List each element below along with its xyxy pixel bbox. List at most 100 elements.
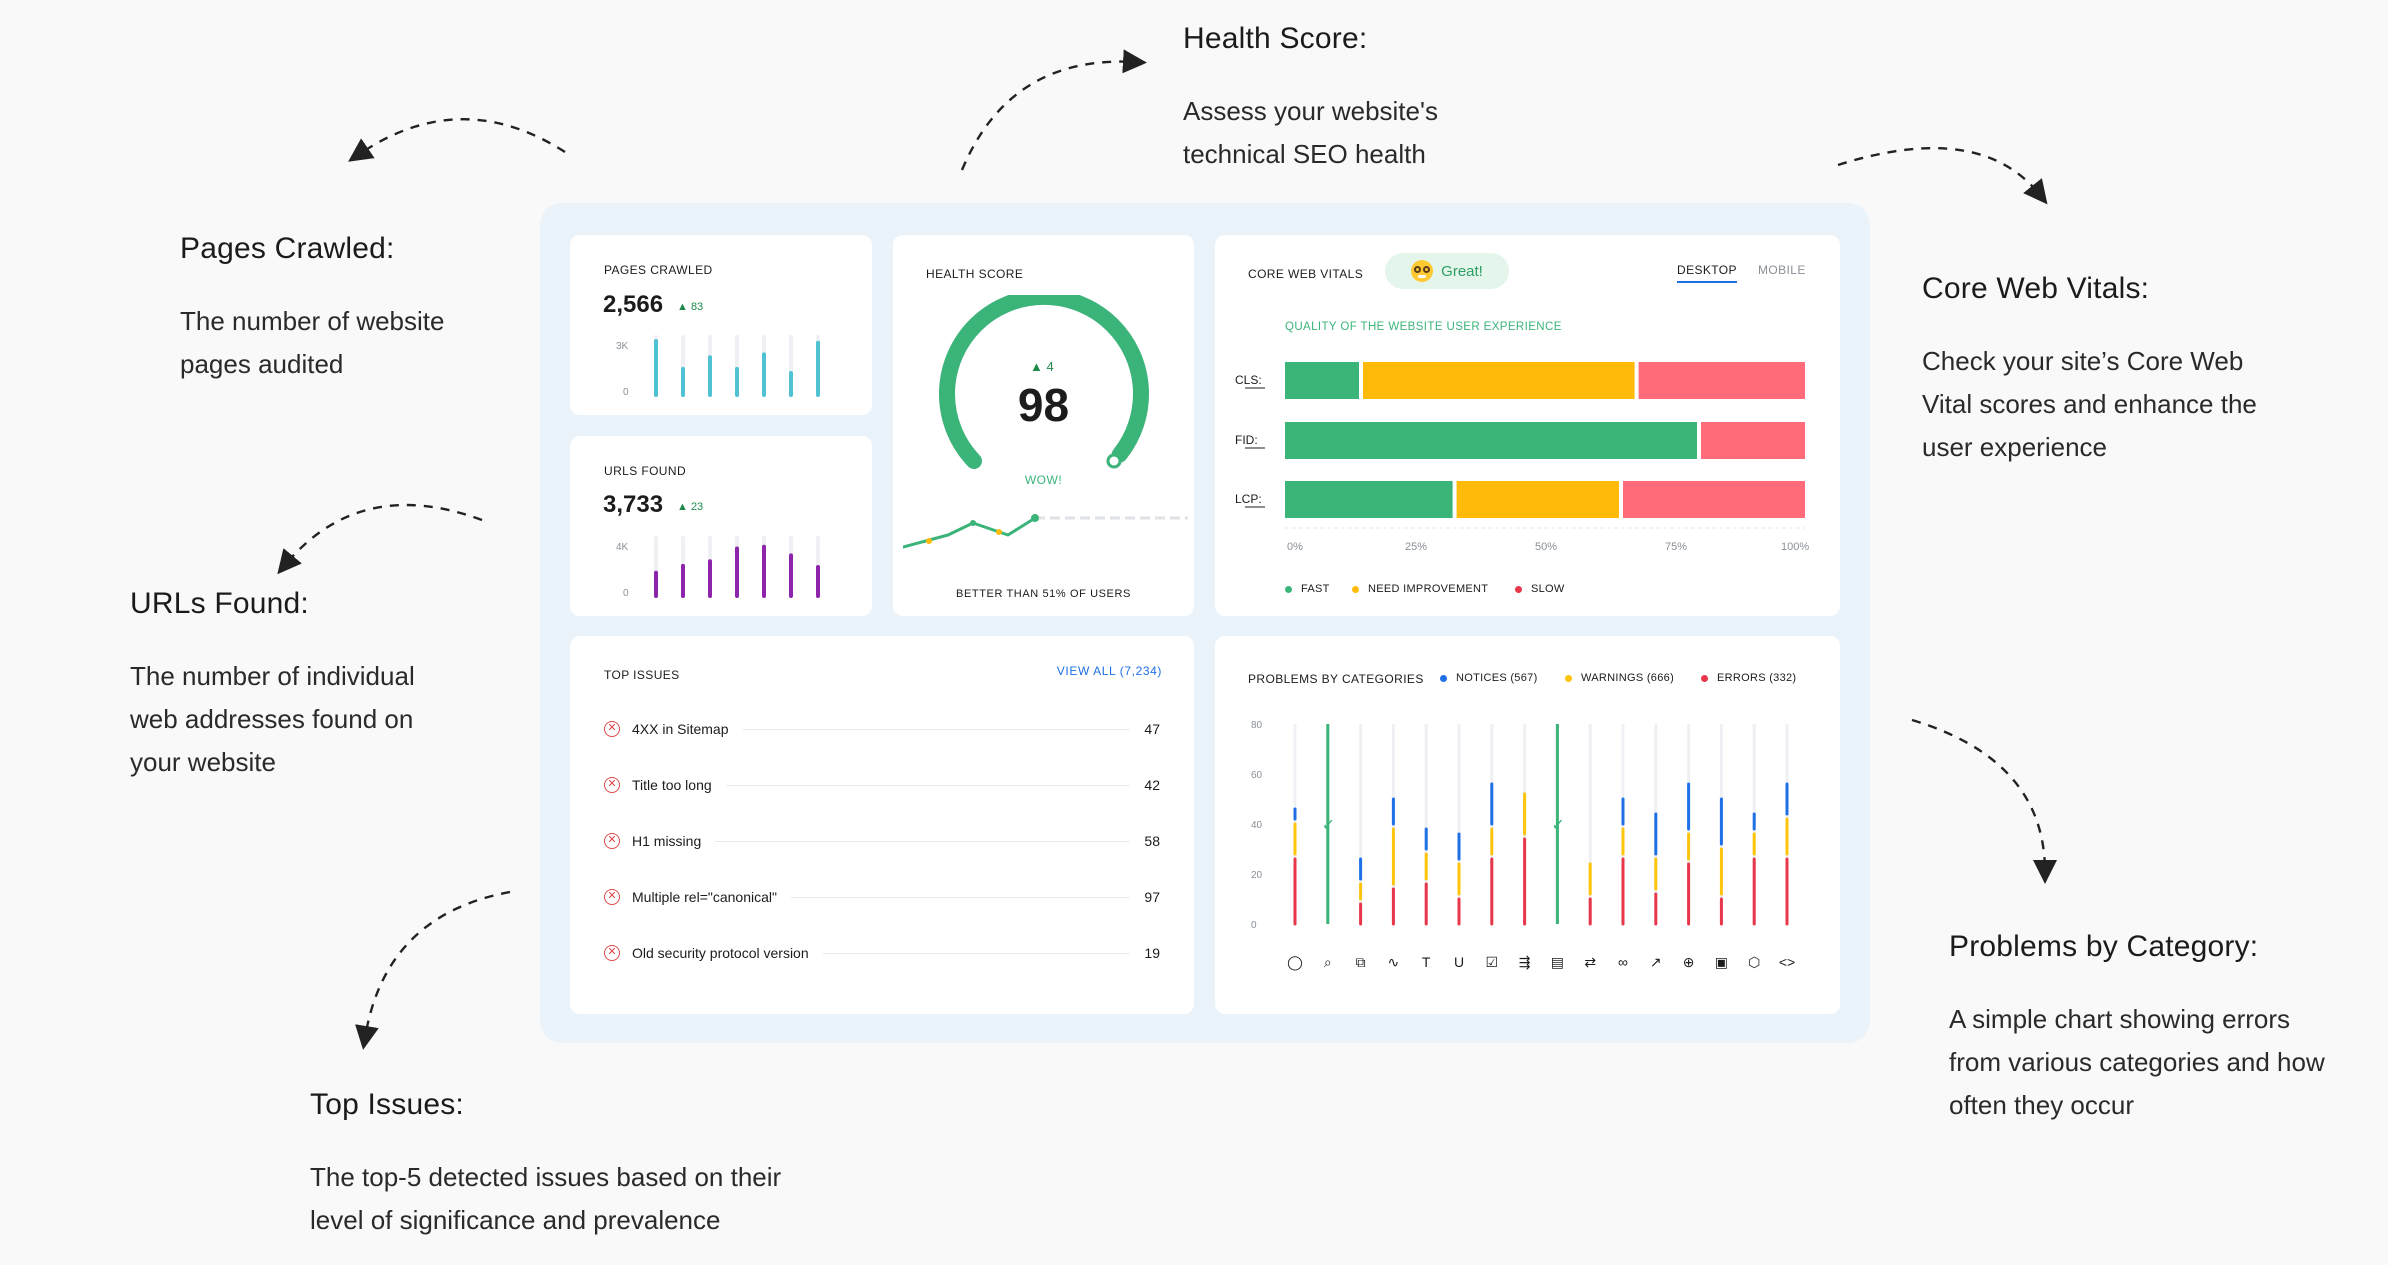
issue-row[interactable]: ✕ Title too long 42 bbox=[604, 774, 1160, 796]
cwv-bar-segment bbox=[1701, 422, 1805, 459]
cwv-bar-segment bbox=[1623, 481, 1805, 518]
legend-label: SLOW bbox=[1531, 583, 1565, 595]
problems-card[interactable]: PROBLEMS BY CATEGORIES NOTICES (567) WAR… bbox=[1215, 636, 1840, 1014]
legend-errors: ERRORS (332) bbox=[1701, 672, 1796, 684]
category-performance-icon[interactable]: ∿ bbox=[1387, 954, 1400, 970]
view-all-link[interactable]: VIEW ALL (7,234) bbox=[1056, 664, 1162, 678]
legend-dot bbox=[1440, 674, 1447, 682]
legend-dot bbox=[1285, 585, 1292, 593]
cwv-bar-segment bbox=[1285, 422, 1697, 459]
x-tick-label: 0% bbox=[1287, 541, 1303, 553]
problems-chart: 80 60 40 20 0 ✓ ✓ bbox=[1251, 720, 1789, 931]
error-circle-icon: ✕ bbox=[604, 945, 620, 961]
annotation-title: Health Score: bbox=[1183, 22, 1368, 55]
error-circle-icon: ✕ bbox=[604, 721, 620, 737]
legend-dot bbox=[1352, 585, 1359, 593]
tab-desktop[interactable]: DESKTOP bbox=[1677, 263, 1737, 283]
category-duplicate-icon[interactable]: ⧉ bbox=[1355, 954, 1366, 970]
axis-top-label: 3K bbox=[616, 341, 629, 352]
legend-fast: FAST bbox=[1285, 583, 1330, 595]
great-badge-label: Great! bbox=[1441, 262, 1483, 280]
legend-dot bbox=[1565, 674, 1572, 682]
health-score-verdict: WOW! bbox=[1024, 473, 1063, 487]
category-image-icon[interactable]: ▣ bbox=[1714, 954, 1728, 970]
category-globe-icon[interactable]: ⊕ bbox=[1682, 954, 1695, 970]
issue-name: Multiple rel="canonical" bbox=[632, 889, 777, 905]
category-code-icon[interactable]: <> bbox=[1778, 954, 1796, 970]
great-badge: Great! bbox=[1385, 253, 1509, 289]
tab-mobile[interactable]: MOBILE bbox=[1758, 263, 1806, 277]
error-circle-icon: ✕ bbox=[604, 833, 620, 849]
row-label: LCP: bbox=[1235, 492, 1262, 506]
annotation-title: Core Web Vitals: bbox=[1922, 272, 2150, 305]
legend-label: NOTICES (567) bbox=[1456, 672, 1538, 684]
pages-crawled-card[interactable]: PAGES CRAWLED 2,566 ▲ 83 3K 0 bbox=[570, 235, 872, 415]
issue-count: 42 bbox=[1144, 777, 1160, 793]
category-redirect-icon[interactable]: ⇄ bbox=[1584, 954, 1597, 970]
axis-bottom-label: 0 bbox=[623, 387, 629, 398]
annotation-core-web-vitals: Core Web Vitals: Check your site’s Core … bbox=[1922, 272, 2322, 469]
legend-dot bbox=[1701, 674, 1708, 682]
card-label: PROBLEMS BY CATEGORIES bbox=[1248, 672, 1424, 686]
y-tick-label: 20 bbox=[1251, 870, 1263, 881]
issue-row[interactable]: ✕ Old security protocol version 19 bbox=[604, 942, 1160, 964]
health-trend-line bbox=[903, 514, 1188, 549]
category-underline-icon[interactable]: U bbox=[1453, 954, 1465, 970]
category-document-icon[interactable]: ▤ bbox=[1550, 954, 1564, 970]
category-search-icon[interactable]: ⌕ bbox=[1323, 954, 1332, 970]
cwv-bar-segment bbox=[1363, 362, 1635, 399]
core-web-vitals-card[interactable]: CORE WEB VITALS Great! DESKTOP MOBILE QU… bbox=[1215, 235, 1840, 616]
issue-row[interactable]: ✕ Multiple rel="canonical" 97 bbox=[604, 886, 1160, 908]
card-label: CORE WEB VITALS bbox=[1248, 267, 1364, 281]
x-tick-label: 50% bbox=[1535, 541, 1557, 553]
top-issues-card[interactable]: TOP ISSUES VIEW ALL (7,234) ✕ 4XX in Site… bbox=[570, 636, 1194, 1014]
issue-row[interactable]: ✕ H1 missing 58 bbox=[604, 830, 1160, 852]
annotation-desc: A simple chart showing errors from vario… bbox=[1949, 1004, 2325, 1120]
issue-count: 97 bbox=[1144, 889, 1160, 905]
gauge-knob bbox=[1106, 453, 1122, 469]
category-checklist-icon[interactable]: ☑ bbox=[1485, 954, 1499, 970]
legend-notices: NOTICES (567) bbox=[1440, 672, 1538, 684]
cwv-bar-segment bbox=[1285, 481, 1453, 518]
check-icon: ✓ bbox=[1322, 817, 1335, 834]
health-score-card[interactable]: HEALTH SCORE ▲ 4 98 WOW! BETTER THAN 51%… bbox=[893, 235, 1194, 616]
card-label: PAGES CRAWLED bbox=[604, 263, 713, 277]
row-label: CLS: bbox=[1235, 373, 1262, 387]
annotation-desc: Assess your website's technical SEO heal… bbox=[1183, 96, 1438, 169]
legend-label: ERRORS (332) bbox=[1717, 672, 1797, 684]
cwv-subtitle: QUALITY OF THE WEBSITE USER EXPERIENCE bbox=[1285, 321, 1562, 333]
cwv-bar-segment bbox=[1638, 362, 1805, 399]
urls-found-card[interactable]: URLS FOUND 3,733 ▲ 23 4K 0 bbox=[570, 436, 872, 616]
annotation-top-issues: Top Issues: The top-5 detected issues ba… bbox=[310, 1088, 870, 1242]
legend-label: NEED IMPROVEMENT bbox=[1368, 583, 1489, 595]
category-text-icon[interactable]: T bbox=[1421, 954, 1431, 970]
category-security-icon[interactable]: ◯ bbox=[1287, 954, 1303, 970]
y-tick-label: 0 bbox=[1251, 920, 1257, 931]
axis-bottom-label: 0 bbox=[623, 588, 629, 599]
issue-count: 19 bbox=[1144, 945, 1160, 961]
nerd-face-icon bbox=[1411, 260, 1434, 282]
y-tick-label: 40 bbox=[1251, 820, 1263, 831]
issue-leader-line bbox=[742, 728, 1131, 730]
legend-label: WARNINGS (666) bbox=[1581, 672, 1675, 684]
category-external-icon[interactable]: ↗ bbox=[1649, 954, 1662, 970]
check-icon: ✓ bbox=[1551, 817, 1564, 834]
row-label: FID: bbox=[1235, 433, 1258, 447]
annotation-urls-found: URLs Found: The number of individual web… bbox=[130, 587, 470, 784]
cwv-bar-segment bbox=[1285, 362, 1359, 399]
annotation-health-score: Health Score: Assess your website's tech… bbox=[1183, 22, 1503, 176]
category-bug-icon[interactable]: ⬡ bbox=[1748, 954, 1761, 970]
annotation-desc: The number of website pages audited bbox=[180, 306, 445, 379]
health-score-gauge bbox=[939, 295, 1149, 469]
issue-name: 4XX in Sitemap bbox=[632, 721, 729, 737]
y-tick-label: 60 bbox=[1251, 770, 1263, 781]
x-tick-label: 100% bbox=[1781, 541, 1809, 553]
category-link-icon[interactable]: ∞ bbox=[1618, 954, 1628, 970]
cwv-bar-segment bbox=[1456, 481, 1619, 518]
category-announce-icon[interactable]: ⇶ bbox=[1518, 954, 1531, 970]
issue-count: 58 bbox=[1144, 833, 1160, 849]
card-label: HEALTH SCORE bbox=[926, 267, 1024, 281]
issue-leader-line bbox=[715, 840, 1131, 842]
issue-row[interactable]: ✕ 4XX in Sitemap 47 bbox=[604, 718, 1160, 740]
annotation-pages-crawled: Pages Crawled: The number of website pag… bbox=[180, 232, 510, 386]
